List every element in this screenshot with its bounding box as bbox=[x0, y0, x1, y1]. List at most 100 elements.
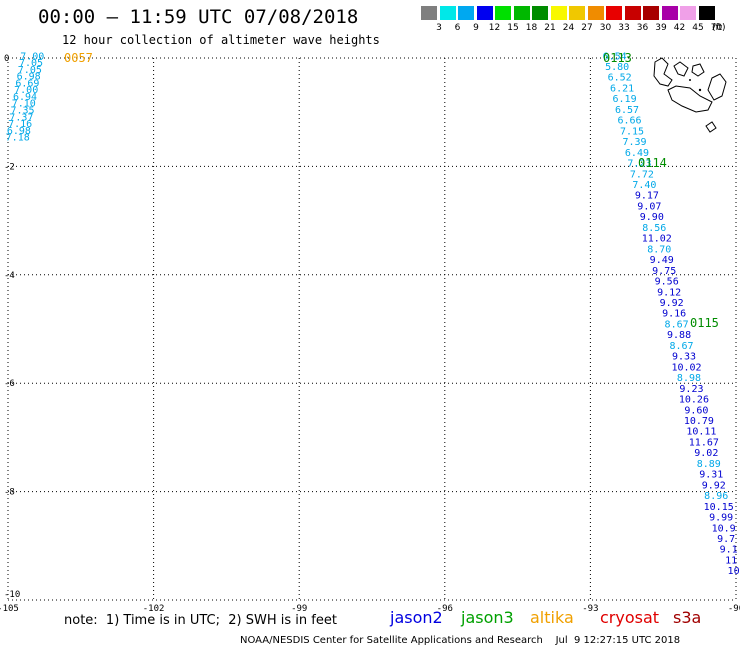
color-swatch bbox=[476, 6, 494, 20]
island-outline bbox=[707, 73, 727, 101]
wave-height-value: 11 bbox=[725, 555, 737, 566]
color-swatch bbox=[439, 6, 457, 20]
x-tick-label: -105 bbox=[0, 604, 19, 614]
wave-height-value: 7.35 bbox=[11, 105, 35, 116]
x-tick-label: -93 bbox=[582, 604, 598, 614]
wave-height-value: 10.9 bbox=[712, 523, 736, 534]
color-scale-label: 12 bbox=[488, 23, 501, 33]
color-scale-unit: (ft) bbox=[712, 23, 726, 33]
color-scale-label: 30 bbox=[599, 23, 612, 33]
color-swatch bbox=[624, 6, 642, 20]
wave-height-value: 9.88 bbox=[667, 330, 691, 341]
wave-height-value: 6.94 bbox=[13, 92, 37, 103]
islet bbox=[698, 88, 702, 92]
wave-height-value: 7.37 bbox=[9, 112, 33, 123]
wave-height-value: 10.15 bbox=[704, 502, 734, 513]
credit-line: NOAA/NESDIS Center for Satellite Applica… bbox=[240, 635, 681, 646]
footer-note: note: 1) Time is in UTC; 2) SWH is in fe… bbox=[64, 613, 337, 628]
wave-height-value: 8.56 bbox=[642, 223, 666, 234]
wave-height-value: 6.54 bbox=[603, 51, 627, 62]
wave-height-value: 7.00 bbox=[14, 85, 38, 96]
color-scale-label: 45 bbox=[692, 23, 704, 33]
wave-height-value: 9.17 bbox=[635, 191, 659, 202]
x-tick-label: -99 bbox=[291, 604, 307, 614]
wave-height-value: 9.99 bbox=[709, 513, 733, 524]
color-scale-label: 24 bbox=[562, 23, 575, 33]
wave-height-value: 9.12 bbox=[657, 287, 681, 298]
color-swatch bbox=[458, 6, 475, 20]
color-scale-label: 36 bbox=[636, 23, 649, 33]
legend-jason3: jason3 bbox=[461, 608, 514, 627]
wave-height-value: 9.16 bbox=[662, 309, 686, 320]
island-outline bbox=[667, 85, 713, 113]
color-swatch bbox=[569, 6, 586, 20]
wave-height-value: 10.02 bbox=[671, 362, 701, 373]
wave-height-value: 7.10 bbox=[12, 99, 36, 110]
island-outline bbox=[653, 57, 673, 87]
island-outline bbox=[691, 63, 705, 77]
legend-s3a: s3a bbox=[673, 608, 702, 627]
color-scale-label: 6 bbox=[454, 23, 461, 33]
page-title: 00:00 – 11:59 UTC 07/08/2018 bbox=[38, 6, 359, 28]
x-tick-label: -90 bbox=[728, 604, 740, 614]
wave-height-value: 7.23 bbox=[627, 159, 651, 170]
legend-altika: altika bbox=[530, 608, 574, 627]
track-time-label: 0057 bbox=[64, 51, 93, 65]
wave-height-value: 11.67 bbox=[689, 437, 719, 448]
wave-height-value: 8.89 bbox=[697, 459, 721, 470]
wave-height-value: 9.23 bbox=[679, 384, 703, 395]
wave-height-value: 7.39 bbox=[622, 137, 646, 148]
wave-height-value: 7.05 bbox=[18, 65, 42, 76]
wave-height-value: 8.67 bbox=[665, 319, 689, 330]
wave-height-value: 6.21 bbox=[610, 83, 634, 94]
wave-height-value: 10.11 bbox=[686, 427, 716, 438]
x-tick-label: -96 bbox=[437, 604, 453, 614]
wave-height-value: 6.49 bbox=[625, 148, 649, 159]
wave-height-value: 9.07 bbox=[637, 201, 661, 212]
wave-height-value: 8.96 bbox=[704, 491, 728, 502]
color-scale-label: 21 bbox=[544, 23, 556, 33]
wave-height-value: 9.49 bbox=[650, 255, 674, 266]
y-tick-label: -6 bbox=[4, 379, 15, 389]
color-swatch bbox=[513, 6, 531, 20]
wave-height-value: 9.1 bbox=[720, 545, 738, 556]
color-swatch bbox=[532, 6, 549, 20]
color-swatch bbox=[661, 6, 679, 20]
wave-height-value: 6.57 bbox=[615, 105, 639, 116]
wave-height-value: 6.69 bbox=[15, 78, 39, 89]
wave-height-value: 9.31 bbox=[699, 470, 723, 481]
wave-height-value: 7.18 bbox=[6, 133, 30, 144]
color-scale-label: 42 bbox=[673, 23, 686, 33]
wave-height-value: 9.90 bbox=[640, 212, 664, 223]
wave-height-value: 7.15 bbox=[620, 126, 644, 137]
color-scale-label: 70 bbox=[710, 23, 723, 33]
wave-height-value: 9.7 bbox=[717, 534, 735, 545]
wave-height-value: 6.66 bbox=[617, 116, 641, 127]
wave-height-value: 9.02 bbox=[694, 448, 718, 459]
color-swatch bbox=[550, 6, 568, 20]
color-swatch bbox=[421, 6, 438, 20]
color-swatch bbox=[606, 6, 623, 20]
wave-height-value: 9.75 bbox=[652, 266, 676, 277]
color-scale-label: 9 bbox=[473, 23, 479, 33]
color-scale-label: 39 bbox=[655, 23, 667, 33]
y-tick-label: 0 bbox=[4, 54, 9, 64]
wave-height-value: 6.98 bbox=[17, 72, 41, 83]
color-scale-label: 33 bbox=[618, 23, 630, 33]
color-swatch bbox=[698, 6, 716, 20]
y-tick-label: -2 bbox=[4, 162, 15, 172]
color-swatch bbox=[587, 6, 605, 20]
page-subtitle: 12 hour collection of altimeter wave hei… bbox=[62, 33, 380, 47]
islet bbox=[689, 79, 691, 81]
x-tick-label: -102 bbox=[143, 604, 165, 614]
wave-height-value: 8.98 bbox=[677, 373, 701, 384]
color-scale-label: 18 bbox=[525, 23, 538, 33]
wave-height-value: 10 bbox=[728, 566, 740, 577]
legend-jason2: jason2 bbox=[390, 608, 443, 627]
track-time-label: 0113 bbox=[603, 51, 632, 65]
island-outline bbox=[705, 121, 717, 133]
wave-height-value: 10.26 bbox=[679, 395, 709, 406]
color-scale-label: 27 bbox=[581, 23, 593, 33]
color-swatch bbox=[680, 6, 697, 20]
